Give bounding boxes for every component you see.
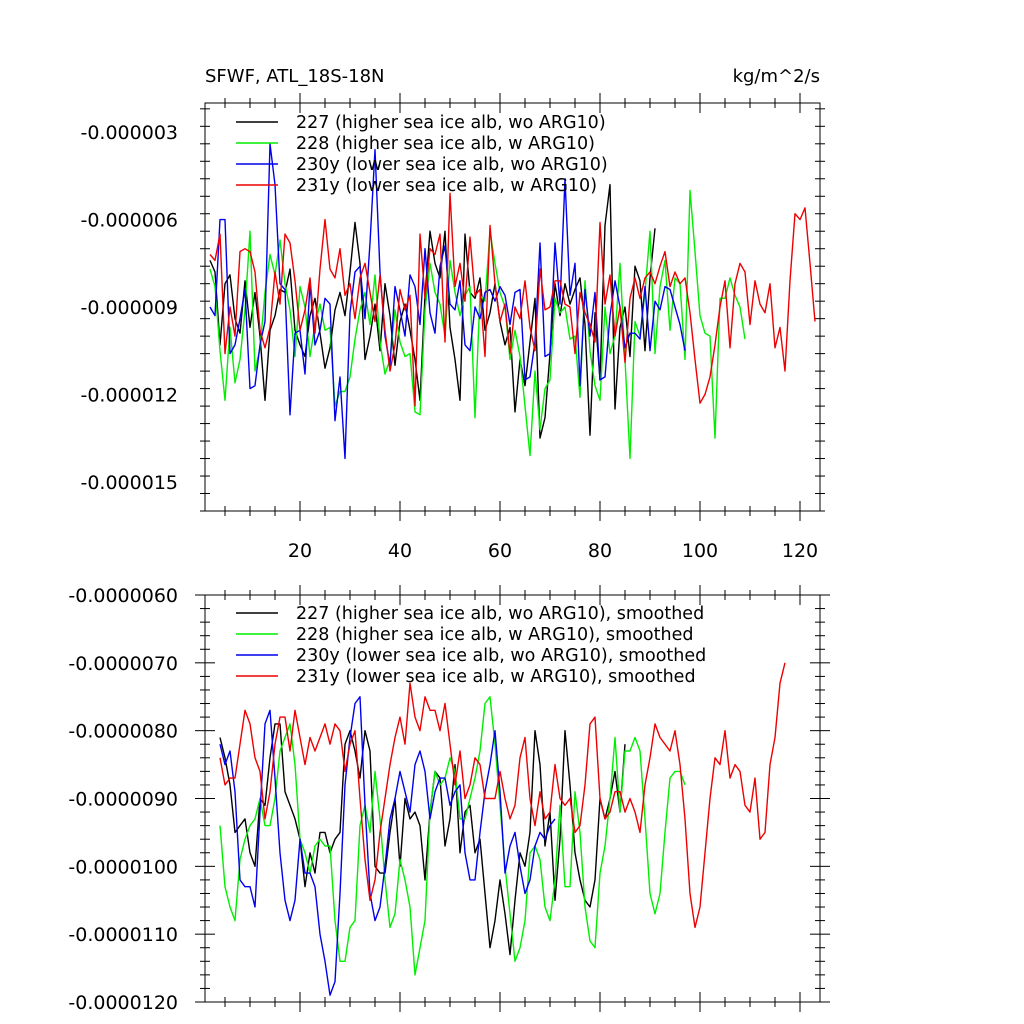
series-line-1	[209, 183, 656, 439]
legend-label: 231y (lower sea ice alb, w ARG10), smoot…	[296, 667, 696, 687]
x-tick-label: 20	[288, 540, 312, 562]
top-panel: SFWF, ATL_18S-18N kg/m^2/s 20 40 60 80 100 12…	[80, 66, 825, 562]
x-tick-label: 100	[682, 540, 718, 562]
x-tick-label: 80	[588, 540, 612, 562]
series-line-4	[219, 662, 786, 929]
legend-label: 228 (higher sea ice alb, w ARG10), smoot…	[296, 625, 693, 645]
y-tick-label: -0.000012	[80, 384, 178, 406]
x-tick-label: 40	[388, 540, 412, 562]
y-tick-label: -0.0000110	[68, 924, 178, 946]
series-line-1	[219, 723, 626, 956]
bottom-panel: -0.0000060 -0.0000070 -0.0000080 -0.0000090…	[68, 585, 830, 1014]
chart-units-label: kg/m^2/s	[733, 66, 820, 87]
chart-title: SFWF, ATL_18S-18N	[205, 66, 385, 87]
legend-label: 230y (lower sea ice alb, wo ARG10)	[296, 155, 608, 175]
legend-label: 227 (higher sea ice alb, wo ARG10)	[296, 113, 606, 133]
y-tick-label: -0.0000080	[68, 721, 178, 743]
y-tick-label: -0.0000120	[68, 992, 178, 1014]
plot-frame	[204, 102, 821, 512]
y-tick-label: -0.000009	[80, 297, 178, 319]
y-tick-label: -0.000003	[80, 122, 178, 144]
series-line-4	[209, 192, 816, 407]
series-line-2	[219, 696, 686, 976]
x-tick-label: 120	[782, 540, 818, 562]
series-line-2	[209, 189, 746, 460]
legend-label: 227 (higher sea ice alb, wo ARG10), smoo…	[296, 604, 704, 624]
y-tick-label: -0.0000100	[68, 856, 178, 878]
y-tick-label: -0.0000070	[68, 653, 178, 675]
y-tick-label: -0.0000060	[68, 585, 178, 607]
y-tick-label: -0.000006	[80, 210, 178, 232]
x-tick-label: 60	[488, 540, 512, 562]
y-tick-label: -0.0000090	[68, 789, 178, 811]
legend-label: 230y (lower sea ice alb, wo ARG10), smoo…	[296, 646, 706, 666]
legend-label: 231y (lower sea ice alb, w ARG10)	[296, 176, 597, 196]
series-line-3	[219, 696, 556, 996]
legend-label: 228 (higher sea ice alb, w ARG10)	[296, 134, 595, 154]
y-tick-label: -0.000015	[80, 472, 178, 494]
